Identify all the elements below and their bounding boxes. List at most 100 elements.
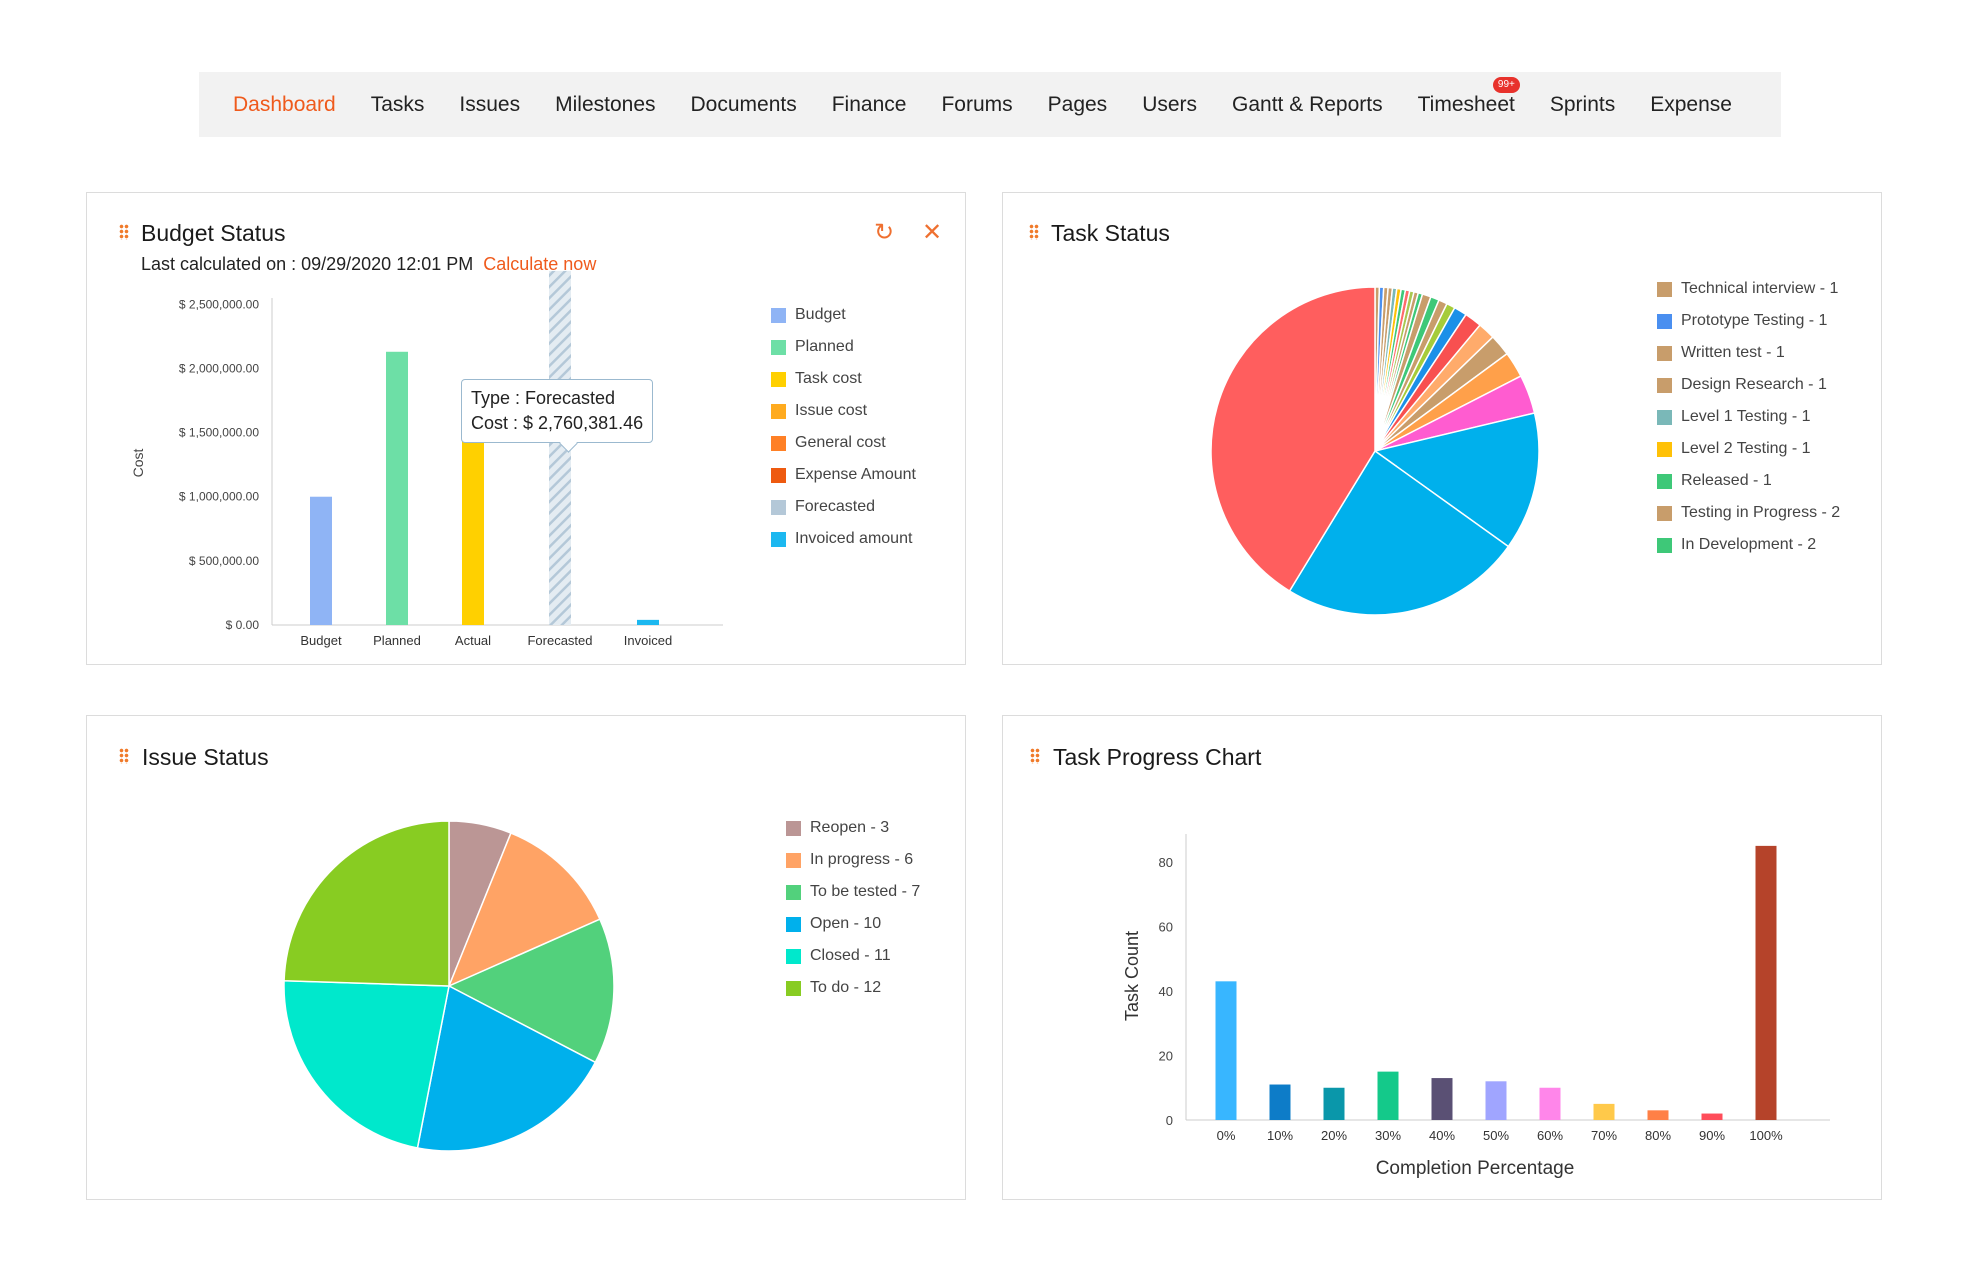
legend-swatch — [771, 499, 786, 515]
budget-bar-chart: $ 0.00 $ 500,000.00 $ 1,000,000.00 $ 1,500,… — [130, 270, 723, 648]
legend-label: Open - 10 — [810, 915, 882, 932]
y-tick-label: $ 1,500,000.00 — [179, 426, 259, 440]
budget-legend-item[interactable]: Task cost — [771, 363, 916, 395]
task-status-legend-item[interactable]: Technical interview - 1 — [1657, 273, 1840, 305]
y-tick-label: 20 — [1159, 1049, 1173, 1064]
issue-status-legend-item[interactable]: Reopen - 3 — [786, 812, 920, 844]
task-status-legend-item[interactable]: Level 1 Testing - 1 — [1657, 401, 1840, 433]
legend-swatch — [786, 916, 801, 932]
task-status-legend-item[interactable]: Design Research - 1 — [1657, 369, 1840, 401]
nav-sprints[interactable]: Sprints — [1549, 92, 1616, 116]
budget-legend-item[interactable]: Planned — [771, 331, 916, 363]
x-tick-label: 80% — [1645, 1128, 1671, 1143]
close-icon[interactable]: ✕ — [922, 219, 943, 246]
task-progress-title: Task Progress Chart — [1053, 744, 1262, 770]
legend-label: General cost — [795, 434, 886, 451]
task-status-legend-item[interactable]: Testing in Progress - 2 — [1657, 497, 1840, 529]
nav-documents[interactable]: Documents — [690, 92, 797, 116]
x-tick-label: 90% — [1699, 1128, 1725, 1143]
bar-invoiced — [637, 619, 659, 625]
refresh-icon[interactable]: ↻ — [874, 219, 895, 246]
nav-timesheet[interactable]: Timesheet 99+ — [1417, 76, 1520, 117]
nav-users[interactable]: Users — [1142, 92, 1198, 116]
nav-forums[interactable]: Forums — [941, 92, 1013, 116]
issue-status-legend-item[interactable]: To be tested - 7 — [786, 876, 920, 908]
nav-issues[interactable]: Issues — [459, 92, 521, 116]
legend-swatch — [771, 307, 786, 323]
budget-legend-item[interactable]: Forecasted — [771, 491, 916, 523]
y-tick-label: 40 — [1159, 984, 1173, 999]
legend-swatch — [771, 531, 786, 547]
task-status-legend-item[interactable]: In Development - 2 — [1657, 529, 1840, 561]
x-tick-label: 70% — [1591, 1128, 1617, 1143]
nav-gantt-reports[interactable]: Gantt & Reports — [1232, 92, 1383, 116]
nav-pages[interactable]: Pages — [1047, 92, 1108, 116]
issue-status-legend-item[interactable]: To do - 12 — [786, 972, 920, 1004]
task-status-panel: Task Status Technical interview - 1 Proto… — [1002, 192, 1882, 665]
legend-swatch — [786, 820, 801, 836]
issue-status-title: Issue Status — [142, 744, 269, 770]
legend-label: Released - 1 — [1681, 472, 1772, 489]
nav-dashboard[interactable]: Dashboard — [233, 92, 336, 116]
task-status-pie-slice — [1288, 449, 1510, 616]
budget-legend-item[interactable]: Invoiced amount — [771, 523, 916, 555]
budget-legend-item[interactable]: Expense Amount — [771, 459, 916, 491]
task-status-legend-item[interactable]: Level 2 Testing - 1 — [1657, 433, 1840, 465]
task-status-legend-item[interactable]: Released - 1 — [1657, 465, 1840, 497]
y-axis-label: Task Count — [1122, 931, 1142, 1021]
x-tick-label: 40% — [1429, 1128, 1455, 1143]
nav-expense[interactable]: Expense — [1650, 92, 1732, 116]
bar-50pct — [1485, 1081, 1507, 1120]
legend-label: Expense Amount — [795, 466, 916, 483]
nav-timesheet-label: Timesheet — [1417, 92, 1515, 116]
bar-40pct — [1431, 1078, 1453, 1120]
legend-swatch — [1657, 313, 1672, 329]
legend-label: In Development - 2 — [1681, 536, 1817, 553]
issue-status-pie-slice — [283, 979, 450, 1149]
x-tick-label: 60% — [1537, 1128, 1563, 1143]
legend-swatch — [771, 435, 786, 451]
task-status-pie-chart — [1210, 286, 1540, 616]
issue-status-legend-item[interactable]: Open - 10 — [786, 908, 920, 940]
budget-legend-item[interactable]: General cost — [771, 427, 916, 459]
task-status-legend[interactable]: Technical interview - 1 Prototype Testing… — [1657, 273, 1840, 563]
legend-label: Task cost — [795, 370, 862, 387]
budget-status-panel: Budget Status Last calculated on : 09/29… — [86, 192, 966, 665]
legend-swatch — [771, 403, 786, 419]
drag-handle-icon[interactable] — [119, 748, 129, 764]
legend-label: Prototype Testing - 1 — [1681, 312, 1828, 329]
y-tick-label: 0 — [1166, 1113, 1173, 1128]
issue-status-legend-item[interactable]: In progress - 6 — [786, 844, 920, 876]
x-tick-label: 0% — [1217, 1128, 1236, 1143]
legend-label: Issue cost — [795, 402, 868, 419]
legend-label: Budget — [795, 306, 846, 323]
legend-label: Written test - 1 — [1681, 344, 1785, 361]
bar-80pct — [1647, 1110, 1669, 1120]
nav-milestones[interactable]: Milestones — [555, 92, 656, 116]
task-status-legend-item[interactable]: Contract sent - 2 — [1657, 561, 1840, 563]
x-tick-label: 50% — [1483, 1128, 1509, 1143]
nav-tasks[interactable]: Tasks — [370, 92, 425, 116]
legend-label: In progress - 6 — [810, 851, 914, 868]
budget-legend-item[interactable]: Budget — [771, 299, 916, 331]
task-status-legend-item[interactable]: Prototype Testing - 1 — [1657, 305, 1840, 337]
nav-finance[interactable]: Finance — [831, 92, 907, 116]
budget-legend-item[interactable]: Issue cost — [771, 395, 916, 427]
bar-70pct — [1593, 1103, 1615, 1120]
bar-planned — [386, 351, 408, 625]
drag-handle-icon[interactable] — [1029, 224, 1039, 240]
calculate-now-link[interactable]: Calculate now — [483, 254, 597, 274]
y-tick-label: $ 0.00 — [226, 618, 260, 632]
last-calculated: Last calculated on : 09/29/2020 12:01 PM… — [141, 254, 596, 275]
y-tick-label: 60 — [1159, 920, 1173, 935]
drag-handle-icon[interactable] — [119, 224, 129, 240]
drag-handle-icon[interactable] — [1030, 748, 1040, 764]
task-status-legend-item[interactable]: Written test - 1 — [1657, 337, 1840, 369]
x-tick-label: 20% — [1321, 1128, 1347, 1143]
legend-label: Invoiced amount — [795, 530, 913, 547]
issue-status-legend-item[interactable]: Closed - 11 — [786, 940, 920, 972]
task-progress-bar-chart: 0 20 40 60 80 Task Count Completion Percentage… — [1122, 834, 1830, 1179]
legend-swatch — [771, 339, 786, 355]
bar-budget — [310, 496, 332, 625]
issue-status-panel: Issue Status Reopen - 3 In progress - 6 To… — [86, 715, 966, 1200]
